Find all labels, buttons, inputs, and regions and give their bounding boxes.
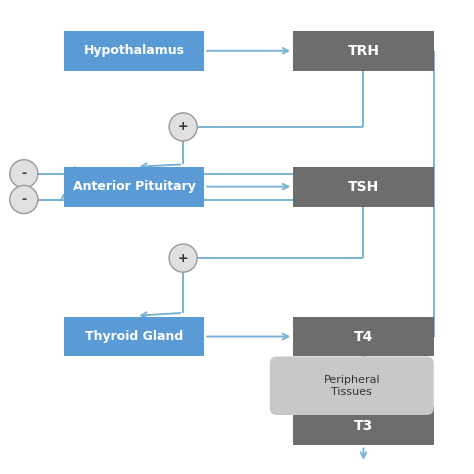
Text: T3: T3 [354,419,373,433]
FancyBboxPatch shape [293,167,434,207]
FancyBboxPatch shape [64,317,204,356]
Circle shape [10,160,38,188]
Text: TSH: TSH [348,180,379,194]
Text: -: - [21,167,27,180]
Text: +: + [178,120,189,133]
Circle shape [10,185,38,214]
Text: TRH: TRH [347,44,380,58]
Text: T4: T4 [354,329,373,344]
Text: Hypothalamus: Hypothalamus [83,44,184,57]
Text: -: - [21,193,27,206]
Text: Peripheral
Tissues: Peripheral Tissues [323,375,380,397]
FancyBboxPatch shape [64,167,204,207]
Circle shape [169,244,197,272]
FancyBboxPatch shape [293,317,434,356]
FancyBboxPatch shape [64,31,204,71]
Text: Anterior Pituitary: Anterior Pituitary [73,180,195,193]
FancyBboxPatch shape [293,406,434,446]
Text: Thyroid Gland: Thyroid Gland [85,330,183,343]
Circle shape [169,113,197,141]
FancyBboxPatch shape [293,31,434,71]
FancyBboxPatch shape [270,356,434,415]
Text: +: + [178,252,189,264]
